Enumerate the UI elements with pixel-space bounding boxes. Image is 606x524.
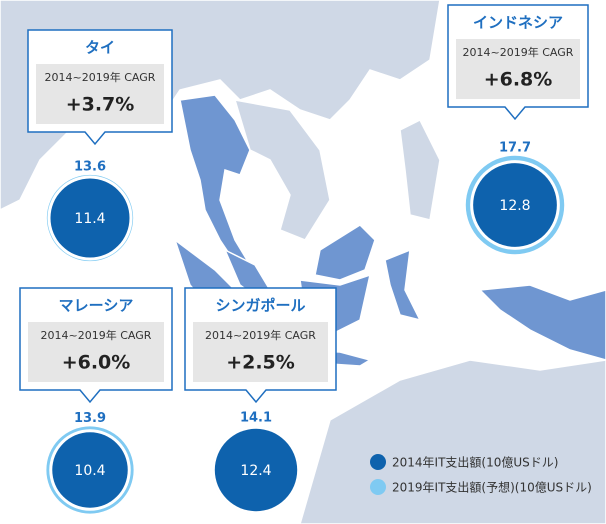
panels: タイ 2014~2019年 CAGR +3.7% 11.4 13.6 インドネシア 2014… — [19, 4, 589, 515]
cagr-value: +6.8% — [484, 69, 553, 91]
bubble-2014 — [214, 428, 298, 512]
legend-label: 2014年IT支出額(10億USドル) — [392, 456, 558, 470]
cagr-panel — [36, 64, 164, 124]
country-name: マレーシア — [59, 297, 134, 315]
value-2019: 14.1 — [240, 411, 272, 426]
cagr-value: +3.7% — [66, 94, 135, 116]
value-2014: 12.8 — [499, 198, 530, 214]
country-name: シンガポール — [215, 297, 305, 315]
bubble-2014 — [50, 178, 130, 258]
bubble-2014 — [52, 432, 128, 508]
value-2019: 17.7 — [499, 140, 531, 155]
malaysia-borneo — [314, 224, 376, 281]
value-2019: 13.9 — [74, 411, 106, 426]
legend-swatch-2019 — [370, 479, 386, 495]
thailand-shape — [179, 94, 252, 271]
cagr-value: +2.5% — [226, 352, 295, 374]
value-2019: 13.6 — [74, 159, 106, 174]
cagr-value: +6.0% — [62, 352, 131, 374]
cagr-panel — [193, 322, 328, 382]
country-name: タイ — [85, 39, 115, 57]
legend-label: 2019年IT支出額(予想)(10億USドル) — [392, 480, 592, 495]
value-2014: 11.4 — [74, 211, 105, 227]
sulawesi — [384, 248, 422, 322]
philippines — [399, 118, 441, 221]
papua — [478, 284, 606, 361]
bubble-2014 — [473, 163, 557, 247]
legend-swatch-2014 — [370, 454, 386, 470]
cagr-label: 2014~2019年 CAGR — [205, 328, 316, 342]
legend: 2014年IT支出額(10億USドル) 2019年IT支出額(予想)(10億US… — [370, 454, 592, 495]
cagr-label: 2014~2019年 CAGR — [463, 45, 574, 59]
country-name: インドネシア — [473, 14, 563, 32]
value-2014: 12.4 — [240, 463, 271, 479]
cagr-panel — [28, 322, 164, 382]
value-2014: 10.4 — [74, 463, 105, 479]
indochina — [233, 99, 331, 241]
cagr-label: 2014~2019年 CAGR — [41, 328, 152, 342]
cagr-panel — [456, 39, 580, 99]
cagr-label: 2014~2019年 CAGR — [45, 70, 156, 84]
